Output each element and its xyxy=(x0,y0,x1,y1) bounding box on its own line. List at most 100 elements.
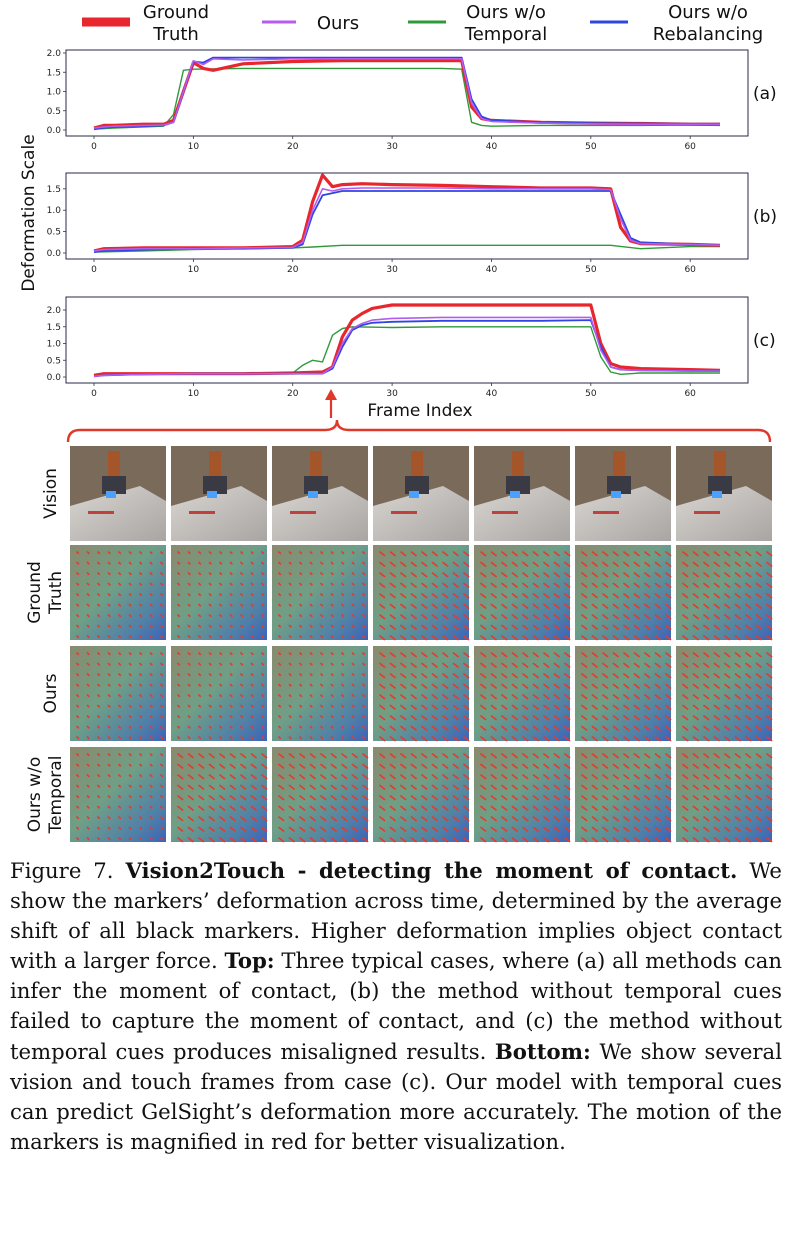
y-tick-label: 1.5 xyxy=(47,68,61,78)
chart-frame xyxy=(65,296,749,384)
y-tick-label: 0.5 xyxy=(47,107,61,117)
marker-pattern xyxy=(278,753,369,843)
x-tick-label: 0 xyxy=(91,265,97,275)
marker-pattern xyxy=(682,753,773,843)
row-label-line: Ground xyxy=(25,561,45,624)
caption-top-label: Top: xyxy=(224,948,275,974)
gelsight-sensor xyxy=(405,476,429,494)
marker-pattern xyxy=(76,652,164,740)
caption-title: Vision2Touch - detecting the moment of c… xyxy=(125,858,738,883)
marker-pattern xyxy=(278,551,366,639)
marker-pattern xyxy=(177,551,265,639)
tactile-background xyxy=(272,545,368,640)
robot-arm xyxy=(512,451,524,481)
row-label-0: Vision xyxy=(41,468,61,519)
series-line-ground-truth xyxy=(93,303,721,377)
table-surface xyxy=(171,486,267,541)
legend-label-line: Ground xyxy=(143,2,209,23)
y-tick-label: 0.0 xyxy=(47,373,62,383)
vision-frame xyxy=(575,446,671,541)
sensor-light xyxy=(106,491,116,498)
tactile-background xyxy=(575,747,671,842)
sensor-light xyxy=(308,491,318,498)
x-tick-label: 0 xyxy=(91,389,97,399)
y-tick-label: 1.5 xyxy=(47,323,61,333)
row-label-line: Ours xyxy=(41,673,61,713)
legend-label-line: Ours xyxy=(317,13,359,34)
series-line-ours-w-o-rebalancing xyxy=(93,190,721,253)
tactile-frame xyxy=(676,747,773,843)
caption-text-1: We show the markers’ deformation across … xyxy=(10,858,782,974)
vision-frame xyxy=(272,446,368,541)
tactile-frame xyxy=(70,646,166,741)
tactile-background xyxy=(676,747,772,842)
row-label-line: Ours w/o xyxy=(25,757,45,832)
row-label-1: GroundTruth xyxy=(25,561,66,624)
tactile-frame xyxy=(474,646,571,742)
gelsight-sensor xyxy=(102,476,126,494)
tactile-frame xyxy=(474,747,571,843)
red-object xyxy=(492,511,518,514)
sensor-light xyxy=(611,491,621,498)
x-tick-label: 20 xyxy=(287,265,299,275)
tactile-frame xyxy=(474,545,571,641)
x-tick-label: 40 xyxy=(486,142,498,152)
row-label-line: Truth xyxy=(46,571,66,615)
marker-pattern xyxy=(177,652,265,740)
robot-arm xyxy=(310,451,322,481)
robot-arm xyxy=(209,451,221,481)
legend-label-line: Ours w/o xyxy=(668,2,748,23)
chart-panel-1: 0 10 20 30 40 50 60 0.0 0.5 1.0 1.5 (b) xyxy=(47,172,777,275)
robot-arm xyxy=(613,451,625,481)
red-object xyxy=(391,511,417,514)
series-line-ours xyxy=(93,316,720,378)
series-line-ground-truth xyxy=(93,59,720,130)
gelsight-sensor xyxy=(708,476,732,494)
bracket-annotation xyxy=(66,389,772,443)
gelsight-sensor xyxy=(304,476,328,494)
table-surface xyxy=(676,486,772,541)
marker-pattern xyxy=(379,551,470,641)
y-tick-label: 1.0 xyxy=(47,88,62,98)
tactile-frame xyxy=(171,545,267,640)
table-surface xyxy=(70,486,166,541)
sensor-light xyxy=(207,491,217,498)
sensor-light xyxy=(409,491,419,498)
robot-arm xyxy=(411,451,423,481)
red-object xyxy=(593,511,619,514)
tactile-background xyxy=(474,545,570,640)
red-object xyxy=(189,511,215,514)
tactile-frame xyxy=(272,545,368,640)
robot-arm xyxy=(108,451,120,481)
tactile-frame xyxy=(171,646,267,741)
tactile-background xyxy=(474,747,570,842)
marker-pattern xyxy=(581,652,672,742)
legend-label-3: Ours w/o Rebalancing xyxy=(653,2,763,45)
y-tick-label: 2.0 xyxy=(47,49,62,59)
table-surface xyxy=(272,486,368,541)
vision-frame xyxy=(171,446,267,541)
x-tick-label: 30 xyxy=(386,389,398,399)
image-grid: Vision GroundTruth Ours Ours w/oTemporal xyxy=(25,446,773,843)
tactile-frame xyxy=(676,646,773,742)
tactile-frame xyxy=(373,747,470,843)
caption-figure-label: Figure 7. xyxy=(10,858,114,883)
x-tick-label: 10 xyxy=(188,265,200,275)
x-tick-label: 40 xyxy=(486,389,498,399)
marker-pattern xyxy=(480,551,571,641)
tactile-background xyxy=(373,747,469,842)
y-tick-label: 2.0 xyxy=(47,306,62,316)
y-tick-label: 0.0 xyxy=(47,249,62,259)
x-tick-label: 20 xyxy=(287,389,299,399)
tactile-background xyxy=(575,646,671,741)
marker-pattern xyxy=(581,551,672,641)
x-tick-label: 60 xyxy=(684,389,696,399)
tactile-background xyxy=(171,747,267,842)
x-tick-label: 10 xyxy=(188,142,200,152)
robot-arm xyxy=(714,451,726,481)
marker-pattern xyxy=(379,753,470,843)
caption-text-2: Three typical cases, where (a) all metho… xyxy=(10,948,782,1064)
caption-text-3: We show several vision and touch frames … xyxy=(10,1038,782,1154)
tactile-frame xyxy=(373,646,470,742)
